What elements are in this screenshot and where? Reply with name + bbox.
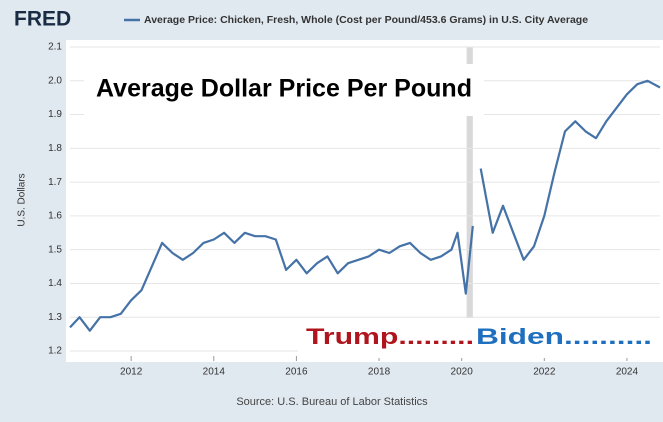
legend-label: Average Price: Chicken, Fresh, Whole (Co… — [144, 14, 588, 26]
y-tick-label: 1.2 — [48, 346, 62, 357]
annotation-box — [298, 318, 660, 358]
y-tick-label: 2.0 — [48, 75, 62, 86]
x-tick-label: 2020 — [451, 367, 474, 378]
y-axis-label: U.S. Dollars — [17, 173, 28, 226]
annotation-title: Average Dollar Price Per Pound — [96, 75, 472, 103]
brand: FRED — [14, 8, 71, 31]
x-tick-label: 2018 — [368, 367, 391, 378]
x-tick-label: 2016 — [285, 367, 308, 378]
y-tick-label: 1.6 — [48, 211, 62, 222]
y-tick-label: 1.8 — [48, 143, 62, 154]
y-tick-label: 1.9 — [48, 109, 62, 120]
annotation-biden: Biden.......... — [476, 324, 652, 349]
series-line — [69, 79, 661, 332]
x-tick-label: 2022 — [533, 367, 556, 378]
y-tick-label: 2.1 — [48, 42, 62, 53]
x-tick-label: 2012 — [120, 367, 143, 378]
recession-shade — [466, 47, 473, 356]
y-tick-label: 1.7 — [48, 177, 62, 188]
x-tick-label: 2024 — [616, 367, 639, 378]
annotation-box — [84, 64, 484, 116]
x-tick-label: 2014 — [203, 367, 226, 378]
source: Source: U.S. Bureau of Labor Statistics — [236, 396, 428, 408]
annotation-trump: Trump......... — [306, 324, 474, 349]
y-tick-label: 1.5 — [48, 244, 62, 255]
y-tick-label: 1.4 — [48, 278, 62, 289]
y-tick-label: 1.3 — [48, 312, 62, 323]
